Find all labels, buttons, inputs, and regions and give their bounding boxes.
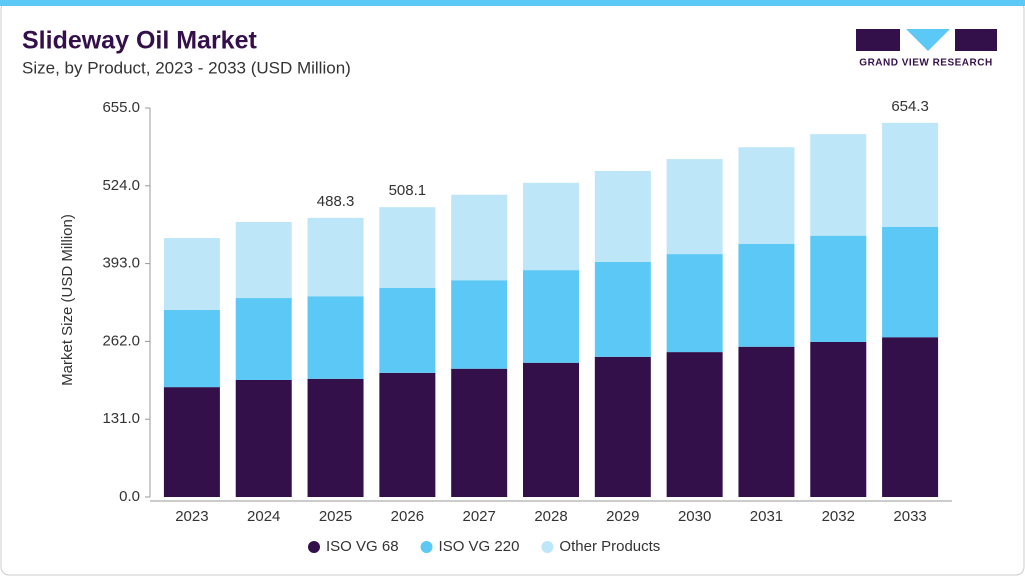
chart-subtitle: Size, by Product, 2023 - 2033 (USD Milli…: [22, 58, 351, 77]
x-tick-label: 2028: [534, 508, 567, 525]
bar-segment: [307, 217, 364, 297]
bar-segment: [738, 244, 795, 347]
bar-segment: [594, 356, 651, 497]
chart-title: Slideway Oil Market: [22, 27, 257, 55]
bar-segment: [379, 372, 436, 497]
x-tick-label: 2026: [391, 508, 424, 525]
y-tick-label: 524.0: [102, 177, 140, 194]
bar-segment: [738, 346, 795, 497]
bar-segment: [666, 159, 723, 255]
x-tick-label: 2029: [606, 508, 639, 525]
bar-segment: [882, 122, 939, 227]
total-label: 508.1: [389, 182, 427, 199]
legend-marker: [541, 541, 554, 553]
bar-segment: [379, 207, 436, 288]
y-tick-label: 655.0: [102, 99, 140, 116]
bar-segment: [810, 134, 867, 236]
logo-block: [955, 29, 997, 51]
x-tick-label: 2030: [678, 508, 711, 525]
legend-marker: [308, 541, 320, 553]
y-axis-title: Market Size (USD Million): [59, 214, 76, 386]
bar-segment: [235, 380, 292, 497]
bar-segment: [738, 147, 795, 245]
bar-segment: [594, 261, 651, 357]
bar-segment: [523, 182, 579, 271]
legend-label: Other Products: [559, 538, 660, 555]
x-tick-label: 2024: [247, 508, 280, 525]
bar-segment: [163, 387, 220, 497]
bar-segment: [594, 170, 651, 262]
logo-block: [906, 29, 950, 51]
bar-segment: [882, 337, 939, 497]
y-tick-label: 393.0: [102, 255, 140, 272]
brand: GRAND VIEW RESEARCH: [859, 58, 992, 69]
y-tick-label: 262.0: [102, 332, 140, 349]
bar-segment: [523, 270, 579, 363]
legend-label: ISO VG 68: [326, 538, 399, 555]
bar-segment: [307, 378, 364, 497]
legend-marker: [420, 541, 433, 553]
top-stripe: [0, 0, 1025, 6]
bar-segment: [307, 296, 364, 379]
total-label: 488.3: [317, 193, 355, 210]
bar-segment: [882, 226, 939, 338]
x-tick-label: 2027: [462, 508, 495, 525]
legend-label: ISO VG 220: [439, 538, 520, 555]
bar-segment: [451, 368, 508, 497]
bar-segment: [379, 287, 436, 373]
x-tick-label: 2032: [822, 508, 855, 525]
bar-segment: [451, 280, 508, 369]
x-tick-label: 2023: [175, 508, 208, 525]
bar-segment: [235, 222, 292, 299]
bar-segment: [523, 362, 579, 497]
y-tick-label: 131.0: [102, 410, 140, 427]
total-label: 654.3: [891, 98, 929, 115]
bar-segment: [163, 309, 220, 388]
bar-segment: [810, 341, 867, 497]
logo-block: [856, 29, 900, 51]
bar-segment: [163, 238, 220, 310]
bar-segment: [666, 254, 723, 353]
x-tick-label: 2025: [319, 508, 352, 525]
logo: GRAND VIEW RESEARCH: [856, 29, 997, 69]
bar-segment: [666, 352, 723, 497]
bar-segment: [451, 194, 508, 281]
bar-segment: [810, 235, 867, 342]
bar-segment: [235, 298, 292, 381]
y-tick-label: 0.0: [119, 488, 140, 505]
x-tick-label: 2033: [893, 508, 926, 525]
x-tick-label: 2031: [750, 508, 783, 525]
